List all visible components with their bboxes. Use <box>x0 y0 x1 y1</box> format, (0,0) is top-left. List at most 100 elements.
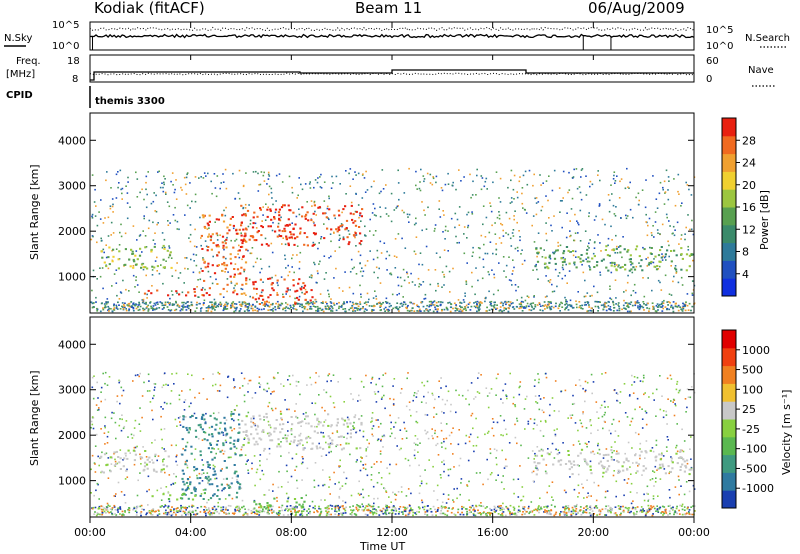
noise-point <box>635 453 637 455</box>
noise-point <box>427 269 430 271</box>
noise-point <box>440 187 443 189</box>
ground-point <box>141 508 144 510</box>
noise-point <box>163 401 166 404</box>
noise-point <box>301 461 304 464</box>
noise-point <box>614 182 616 184</box>
noise-point <box>334 508 337 510</box>
ground-point <box>479 303 481 306</box>
noise-point <box>167 224 170 226</box>
ground-point <box>247 310 249 312</box>
noise-point <box>313 200 316 203</box>
noise-point <box>189 388 191 391</box>
noise-point <box>577 440 580 443</box>
noise-point <box>98 464 100 467</box>
ground-point <box>544 509 546 511</box>
noise-point <box>534 379 536 381</box>
noise-point <box>349 168 352 170</box>
noise-point <box>256 293 258 295</box>
ground-point <box>405 507 408 510</box>
echo-point <box>655 268 659 271</box>
ground-point <box>289 304 292 307</box>
ground-point <box>344 509 347 512</box>
ground-point <box>602 308 605 311</box>
noise-point <box>672 401 674 403</box>
noise-point <box>314 402 317 405</box>
noise-point <box>317 177 319 179</box>
ground-point <box>666 307 669 310</box>
ground-point <box>233 306 236 309</box>
noise-point <box>577 223 580 226</box>
noise-point <box>440 422 442 424</box>
ground-point <box>278 307 281 310</box>
noise-point <box>395 463 398 466</box>
ground-point <box>316 511 319 513</box>
noise-point <box>582 486 584 489</box>
noise-point <box>383 242 386 244</box>
noise-point <box>150 202 153 205</box>
noise-point <box>313 261 315 264</box>
noise-point <box>415 396 418 398</box>
noise-point <box>227 456 230 459</box>
ground-point <box>271 512 273 514</box>
ground-point <box>133 506 136 509</box>
ground-point <box>439 304 442 307</box>
noise-point <box>107 506 109 508</box>
noise-point <box>526 183 529 186</box>
ground-point <box>92 302 95 304</box>
noise-point <box>452 499 454 501</box>
ground-point <box>135 507 138 510</box>
ground-point <box>554 305 557 308</box>
noise-point <box>509 202 512 204</box>
noise-point <box>546 295 548 298</box>
noise-point <box>175 198 178 200</box>
date-title: 06/Aug/2009 <box>588 0 685 17</box>
noise-point <box>184 399 187 401</box>
echo-point <box>194 294 197 297</box>
noise-point <box>572 394 574 397</box>
ground-point <box>585 304 588 306</box>
noise-point <box>597 174 599 176</box>
echo-point <box>313 204 316 207</box>
noise-point <box>287 379 289 381</box>
noise-point <box>415 236 418 238</box>
noise-point <box>400 486 403 488</box>
noise-point <box>389 463 391 466</box>
noise-point <box>287 430 289 432</box>
ground-point <box>274 308 277 311</box>
ground-point <box>234 307 237 309</box>
ground-point <box>180 506 183 509</box>
noise-point <box>557 449 559 451</box>
ground-point <box>681 310 684 312</box>
ground-point <box>128 309 130 312</box>
ground-point <box>236 509 239 511</box>
noise-point <box>400 285 403 288</box>
noise-point <box>118 381 120 384</box>
ground-point <box>184 306 187 308</box>
ground-point <box>213 302 216 305</box>
echo-point <box>138 254 142 257</box>
noise-point <box>328 195 330 198</box>
echo-point <box>251 226 255 229</box>
noise-point <box>625 289 627 292</box>
noise-point <box>556 428 558 430</box>
noise-point <box>260 171 263 173</box>
noise-point <box>599 274 602 276</box>
noise-point <box>198 472 201 475</box>
noise-point <box>200 237 202 239</box>
ground-point <box>258 511 261 514</box>
echo-point <box>287 244 290 247</box>
noise-point <box>484 180 487 183</box>
ground-point <box>113 309 116 311</box>
noise-point <box>124 511 126 513</box>
noise-point <box>476 174 478 177</box>
ground-point <box>140 511 143 513</box>
noise-point <box>267 171 270 174</box>
echo-point <box>221 241 224 244</box>
noise-point <box>390 421 392 424</box>
noise-point <box>567 417 569 419</box>
ground-point <box>668 308 671 311</box>
noise-point <box>318 394 320 396</box>
ground-point <box>478 306 481 308</box>
noise-point <box>629 181 631 184</box>
